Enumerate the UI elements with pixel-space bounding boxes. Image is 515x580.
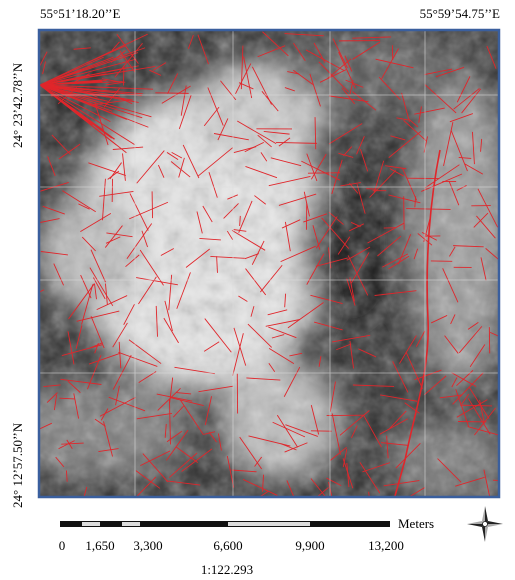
top-left-coordinate: 55°51’18.20’’E xyxy=(40,6,120,21)
satellite-image xyxy=(7,30,515,529)
north-arrow xyxy=(467,506,503,542)
scale-label: 1,650 xyxy=(85,538,114,553)
scale-label: 6,600 xyxy=(213,538,242,553)
scale-label: 0 xyxy=(59,538,66,553)
page: 55°51’18.20’’E 55°59’54.75’’E 24° 23’42.… xyxy=(0,0,515,580)
scale-label: 13,200 xyxy=(368,538,404,553)
left-lower-coordinate: 24° 12’57.50’’N xyxy=(10,422,25,508)
scale-label: 9,900 xyxy=(295,538,324,553)
scale-bar xyxy=(60,521,390,527)
left-upper-coordinate: 24° 23’42.78’’N xyxy=(10,62,25,148)
top-right-coordinate: 55°59’54.75’’E xyxy=(420,6,500,21)
map-figure: 55°51’18.20’’E 55°59’54.75’’E 24° 23’42.… xyxy=(0,0,515,580)
scale-ratio: 1:122.293 xyxy=(201,562,253,577)
scale-unit: Meters xyxy=(398,516,434,531)
scale-label: 3,300 xyxy=(133,538,162,553)
